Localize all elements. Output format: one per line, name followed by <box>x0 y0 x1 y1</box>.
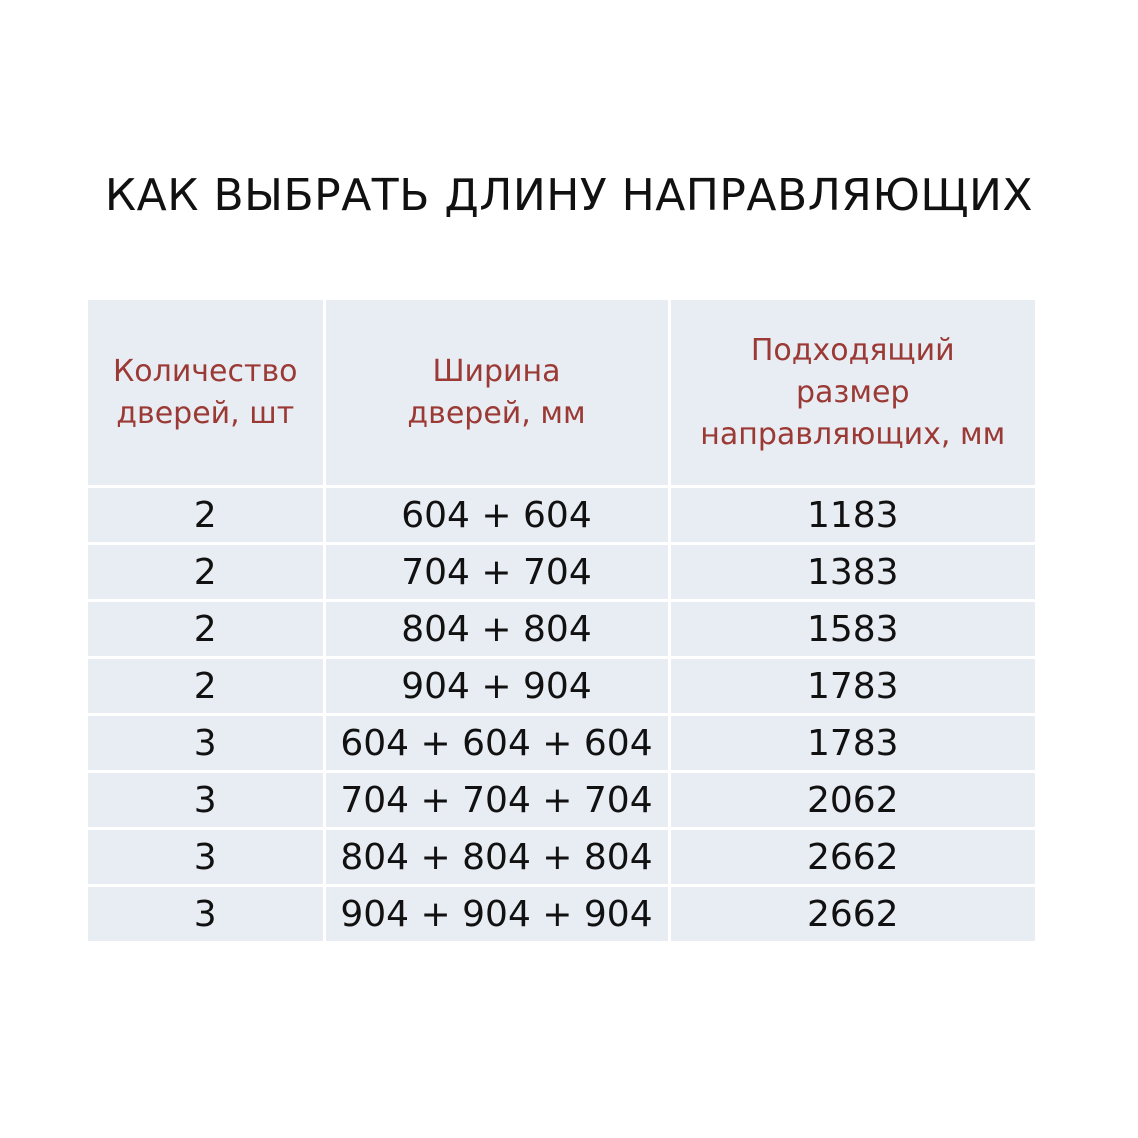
table-row: 2 804 + 804 1583 <box>88 599 1035 659</box>
rail-size-cell: 1183 <box>667 485 1035 545</box>
header-door-width: Ширина дверей, мм <box>322 300 671 488</box>
door-width-cell: 904 + 904 + 904 <box>322 884 671 941</box>
header-line: размер <box>795 374 910 410</box>
header-line: Подходящий <box>750 332 955 368</box>
rail-length-table: Количество дверей, шт Ширина дверей, мм … <box>88 300 1035 941</box>
table-row: 2 704 + 704 1383 <box>88 542 1035 602</box>
rail-size-cell: 1383 <box>667 542 1035 602</box>
header-line: Количество <box>112 353 298 389</box>
table-row: 3 604 + 604 + 604 1783 <box>88 713 1035 773</box>
header-line: Ширина <box>432 353 561 389</box>
door-count-cell: 3 <box>88 770 326 830</box>
door-width-cell: 704 + 704 + 704 <box>322 770 671 830</box>
door-width-cell: 904 + 904 <box>322 656 671 716</box>
table-row: 3 904 + 904 + 904 2662 <box>88 884 1035 941</box>
door-width-cell: 604 + 604 + 604 <box>322 713 671 773</box>
table-row: 2 904 + 904 1783 <box>88 656 1035 716</box>
rail-size-cell: 1783 <box>667 656 1035 716</box>
header-line: дверей, шт <box>116 395 295 431</box>
header-door-count: Количество дверей, шт <box>88 300 326 488</box>
header-rail-size: Подходящий размер направляющих, мм <box>667 300 1035 488</box>
door-width-cell: 804 + 804 + 804 <box>322 827 671 887</box>
table-row: 3 804 + 804 + 804 2662 <box>88 827 1035 887</box>
door-count-cell: 2 <box>88 656 326 716</box>
rail-size-cell: 2062 <box>667 770 1035 830</box>
rail-size-cell: 1783 <box>667 713 1035 773</box>
door-count-cell: 3 <box>88 884 326 941</box>
table-row: 3 704 + 704 + 704 2062 <box>88 770 1035 830</box>
table-header-row: Количество дверей, шт Ширина дверей, мм … <box>88 300 1035 488</box>
door-count-cell: 2 <box>88 599 326 659</box>
door-count-cell: 3 <box>88 827 326 887</box>
table-row: 2 604 + 604 1183 <box>88 485 1035 545</box>
header-line: направляющих, мм <box>700 416 1006 452</box>
rail-size-cell: 2662 <box>667 884 1035 941</box>
door-count-cell: 2 <box>88 542 326 602</box>
door-width-cell: 804 + 804 <box>322 599 671 659</box>
door-width-cell: 704 + 704 <box>322 542 671 602</box>
rail-size-cell: 1583 <box>667 599 1035 659</box>
door-count-cell: 3 <box>88 713 326 773</box>
door-count-cell: 2 <box>88 485 326 545</box>
page-title: КАК ВЫБРАТЬ ДЛИНУ НАПРАВЛЯЮЩИХ <box>104 170 1034 221</box>
door-width-cell: 604 + 604 <box>322 485 671 545</box>
header-line: дверей, мм <box>407 395 586 431</box>
rail-size-cell: 2662 <box>667 827 1035 887</box>
